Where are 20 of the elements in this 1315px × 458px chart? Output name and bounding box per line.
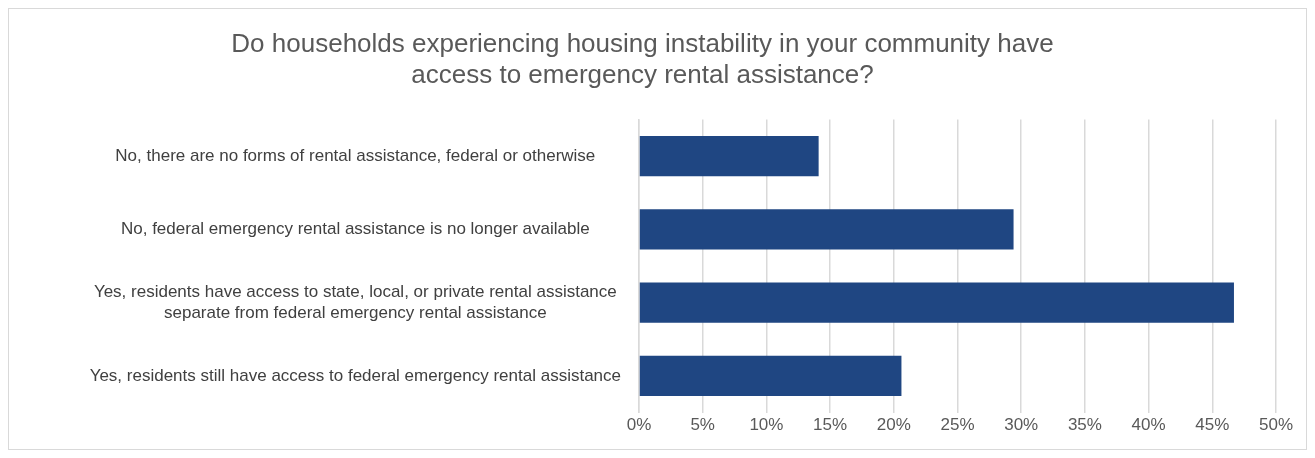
bar: [639, 282, 1234, 323]
x-tick-label: 30%: [1004, 415, 1039, 435]
y-tick-label: No, federal emergency rental assistance is no longer available: [120, 219, 590, 239]
bar: [639, 135, 819, 177]
x-tick-label: 10%: [749, 415, 784, 435]
x-tick-label: 35%: [1067, 415, 1102, 435]
x-tick-label: 50%: [1258, 415, 1294, 435]
y-tick-label: No, there are no forms of rental assistance, federal or otherwise: [115, 145, 596, 165]
x-tick-label: 20%: [876, 415, 911, 435]
x-tick-label: 15%: [813, 415, 848, 435]
y-tick-label: Yes, residents have access to state, local, or private rental assistance separate from federal emergency rental assistance: [93, 282, 617, 322]
chart-title: Do households experiencing housing instability in your community have access to emergency rental assistance?: [231, 27, 1054, 89]
bar: [639, 209, 1014, 250]
x-tick-label: 40%: [1131, 415, 1166, 435]
x-tick-label: 0%: [626, 415, 652, 435]
x-tick-label: 5%: [690, 415, 715, 435]
bar: [639, 355, 902, 397]
y-tick-label: Yes, residents still have access to federal emergency rental assistance: [89, 365, 621, 385]
x-tick-label: 45%: [1195, 415, 1230, 435]
x-tick-label: 25%: [940, 415, 975, 435]
